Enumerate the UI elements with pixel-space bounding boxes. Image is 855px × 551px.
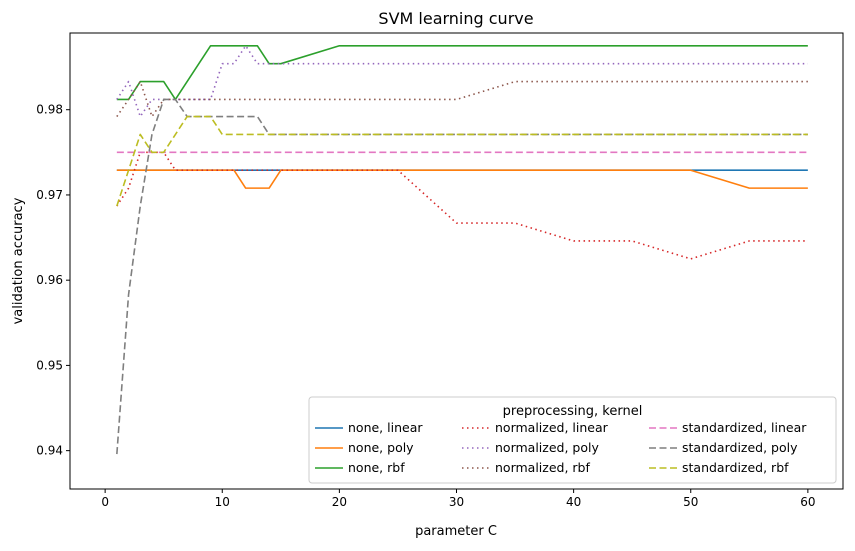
legend: preprocessing, kernel none, linear none, … [308, 396, 837, 484]
legend-item-label: none, poly [348, 440, 414, 455]
x-tick-label: 0 [101, 495, 109, 509]
x-tick-label: 50 [683, 495, 698, 509]
series-line-none-poly [116, 169, 808, 189]
x-tick-label: 30 [449, 495, 464, 509]
series-line-normalized-poly [116, 44, 808, 118]
x-axis-label: parameter C [415, 524, 497, 539]
legend-item-label: standardized, linear [682, 420, 807, 435]
legend-item-label: normalized, poly [495, 440, 599, 455]
y-tick-label: 0.95 [36, 358, 63, 372]
x-tick-label: 10 [215, 495, 230, 509]
plot-area [116, 44, 808, 455]
y-tick-label: 0.94 [36, 444, 63, 458]
legend-item-label: normalized, rbf [495, 460, 590, 475]
y-tick-label: 0.97 [36, 188, 63, 202]
x-tick-label: 40 [566, 495, 581, 509]
x-tick-label: 20 [332, 495, 347, 509]
legend-item-label: none, rbf [348, 460, 405, 475]
series-line-standardized-poly [116, 98, 808, 455]
y-axis-label: validation accuracy [11, 197, 26, 324]
series-line-none-rbf [116, 44, 808, 101]
legend-item-label: normalized, linear [495, 420, 609, 435]
y-tick-label: 0.96 [36, 273, 63, 287]
legend-item-label: none, linear [348, 420, 423, 435]
legend-box [308, 396, 837, 484]
legend-title: preprocessing, kernel [503, 404, 643, 419]
series-line-standardized-rbf [116, 115, 808, 207]
y-tick-label: 0.98 [36, 103, 63, 117]
axes: 0 10 20 30 40 50 60 0.94 0.95 0.96 0.97 0.98 [36, 32, 844, 509]
series-line-normalized-linear [116, 151, 808, 260]
x-tick-label: 60 [800, 495, 815, 509]
series-line-normalized-rbf [116, 80, 808, 118]
legend-item-label: standardized, poly [682, 440, 798, 455]
legend-item-label: standardized, rbf [682, 460, 789, 475]
chart-title: SVM learning curve [378, 9, 533, 28]
